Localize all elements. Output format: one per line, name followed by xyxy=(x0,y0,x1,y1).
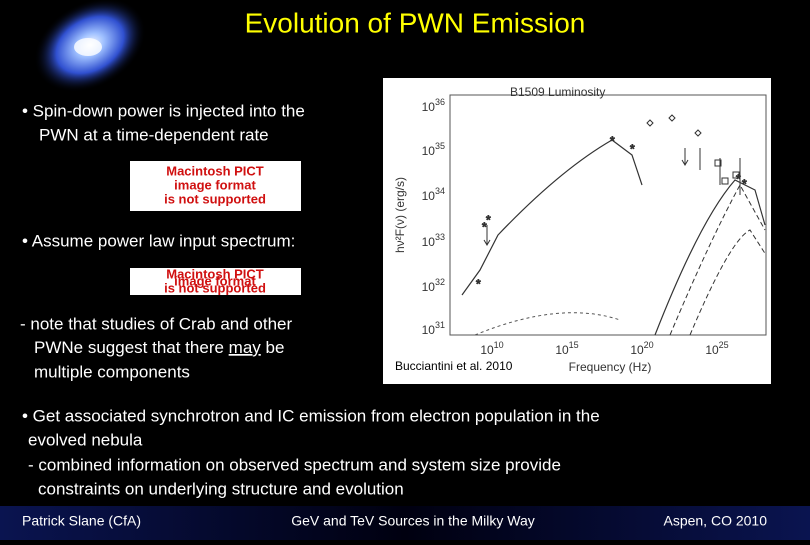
svg-text:*: * xyxy=(610,134,615,148)
tick-label: 1036 xyxy=(422,97,445,114)
note: multiple components xyxy=(34,362,190,381)
bullet: PWN at a time-dependent rate xyxy=(39,125,269,144)
placeholder-text: image format xyxy=(174,273,256,288)
tick-label: 1031 xyxy=(422,320,445,337)
x-label: Frequency (Hz) xyxy=(569,360,652,374)
placeholder-text: image format xyxy=(174,177,256,192)
figure-title: B1509 Luminosity xyxy=(510,85,605,99)
placeholder-text: is not supported xyxy=(164,191,266,206)
svg-text:*: * xyxy=(736,172,741,186)
title: Evolution of PWN Emission xyxy=(245,7,586,38)
bullet: evolved nebula xyxy=(28,430,143,449)
bullet: - combined information on observed spect… xyxy=(28,455,561,474)
placeholder-text: is not supported xyxy=(164,280,266,295)
tick-label: 1010 xyxy=(480,340,503,357)
svg-text:*: * xyxy=(630,142,635,156)
bullet: • Assume power law input spectrum: xyxy=(22,231,295,250)
y-label: hν²F(ν) (erg/s) xyxy=(393,177,407,253)
footer-center: GeV and TeV Sources in the Milky Way xyxy=(291,513,535,529)
figure: ** * ** * * B1509 Luminosity hν²F(ν) (erg/… xyxy=(383,78,771,384)
svg-text:*: * xyxy=(742,177,747,191)
placeholder-text: Macintosh PICT xyxy=(166,266,264,281)
tick-label: 1033 xyxy=(422,232,445,249)
footer-bar xyxy=(0,506,810,540)
bullet: • Get associated synchrotron and IC emis… xyxy=(22,406,600,425)
tick-label: 1025 xyxy=(705,340,728,357)
note: PWNe suggest that there may be xyxy=(34,338,284,357)
caption: Bucciantini et al. 2010 xyxy=(395,359,513,373)
placeholder xyxy=(130,268,301,295)
tick-label: 1020 xyxy=(630,340,653,357)
bullet: • Spin-down power is injected into the xyxy=(22,101,305,120)
footer-right: Aspen, CO 2010 xyxy=(663,513,767,529)
tick-label: 1035 xyxy=(422,141,445,158)
tick-label: 1034 xyxy=(422,186,445,203)
svg-text:*: * xyxy=(482,220,487,234)
tick-label: 1015 xyxy=(555,340,578,357)
note: - note that studies of Crab and other xyxy=(20,314,293,333)
footer-left: Patrick Slane (CfA) xyxy=(22,513,141,529)
svg-text:*: * xyxy=(486,213,491,227)
svg-text:*: * xyxy=(476,277,481,291)
placeholder-text: Macintosh PICT xyxy=(166,163,264,178)
tick-label: 1032 xyxy=(422,277,445,294)
bullet: constraints on underlying structure and … xyxy=(38,479,404,498)
placeholder xyxy=(130,161,301,211)
crab-image xyxy=(33,0,147,93)
